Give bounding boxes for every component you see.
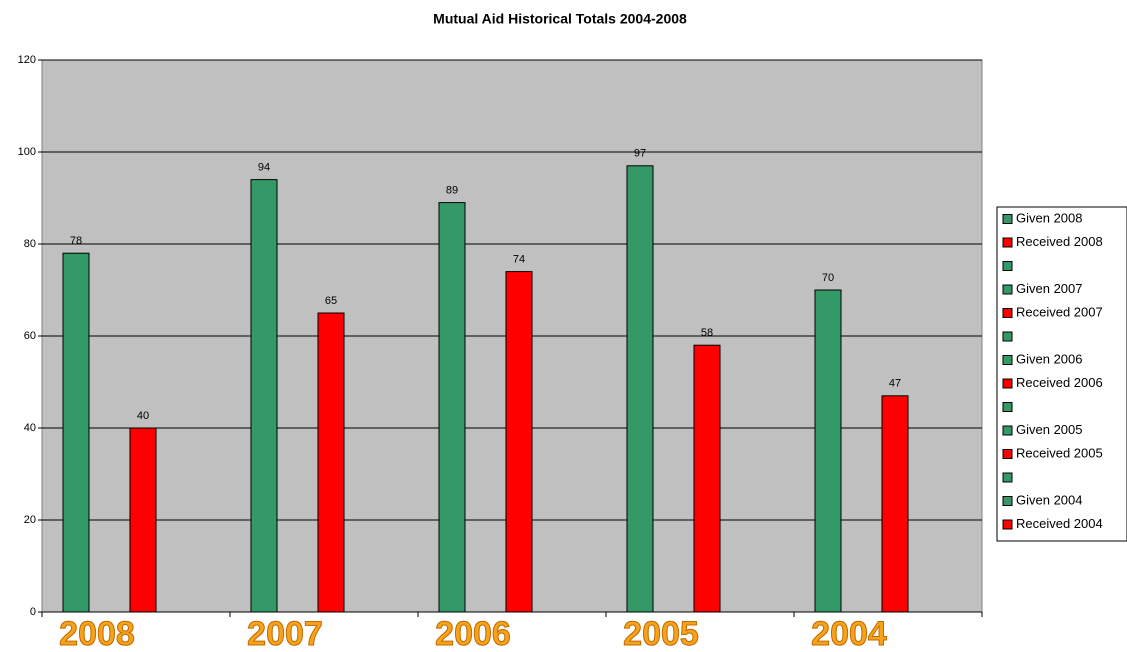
value-label: 40 (137, 410, 149, 422)
legend-swatch (1002, 284, 1013, 295)
legend-swatch (1002, 331, 1013, 342)
x-tick-label: 2006 (435, 615, 511, 652)
value-label: 97 (634, 148, 646, 160)
legend-label: Given 2006 (1016, 351, 1083, 366)
bar (505, 271, 533, 613)
bar (881, 395, 909, 613)
legend-swatch (1002, 308, 1013, 318)
value-label: 47 (889, 378, 901, 390)
legend-swatch (1002, 261, 1013, 271)
bar (814, 289, 842, 613)
legend-label: Given 2004 (1016, 492, 1083, 507)
legend-swatch (1002, 214, 1013, 224)
legend-label: Given 2005 (1016, 422, 1083, 437)
y-tick-label: 20 (24, 514, 36, 526)
y-tick-label: 0 (30, 606, 36, 618)
bar (250, 179, 278, 613)
bar (129, 427, 157, 613)
x-tick-label: 2005 (623, 615, 699, 652)
legend-box (996, 206, 1127, 542)
value-label: 70 (822, 272, 834, 284)
bar (62, 252, 90, 613)
y-tick-label: 120 (18, 54, 36, 66)
legend-swatch (1002, 237, 1013, 248)
value-label: 65 (325, 295, 337, 307)
legend-swatch (1002, 402, 1013, 412)
value-label: 74 (513, 254, 525, 266)
x-tick-label: 2004 (811, 615, 887, 652)
legend-swatch (1002, 472, 1013, 483)
legend-swatch (1002, 496, 1013, 506)
legend-label: Received 2004 (1016, 516, 1103, 531)
bar (317, 312, 345, 613)
legend-label: Received 2007 (1016, 304, 1103, 319)
x-tick-label: 2008 (59, 615, 135, 652)
legend-label: Received 2005 (1016, 445, 1103, 460)
legend-label: Received 2006 (1016, 375, 1103, 390)
value-label: 78 (70, 235, 82, 247)
y-tick-label: 80 (24, 238, 36, 250)
legend-swatch (1002, 519, 1013, 530)
y-tick-label: 60 (24, 330, 36, 342)
legend-label: Given 2008 (1016, 210, 1083, 225)
y-tick-label: 100 (18, 146, 36, 158)
value-label: 89 (446, 185, 458, 197)
value-label: 58 (701, 327, 713, 339)
legend-swatch (1002, 425, 1013, 436)
legend-swatch (1002, 378, 1013, 389)
legend-label: Received 2008 (1016, 234, 1103, 249)
x-tick-label: 2007 (247, 615, 323, 652)
legend-label: Given 2007 (1016, 281, 1083, 296)
value-label: 94 (258, 162, 270, 174)
legend-swatch (1002, 449, 1013, 459)
legend-swatch (1002, 355, 1013, 365)
y-tick-label: 40 (24, 422, 36, 434)
chart-title: Mutual Aid Historical Totals 2004-2008 (433, 11, 687, 27)
bar (693, 344, 721, 613)
bar (626, 165, 654, 613)
bar (438, 202, 466, 613)
